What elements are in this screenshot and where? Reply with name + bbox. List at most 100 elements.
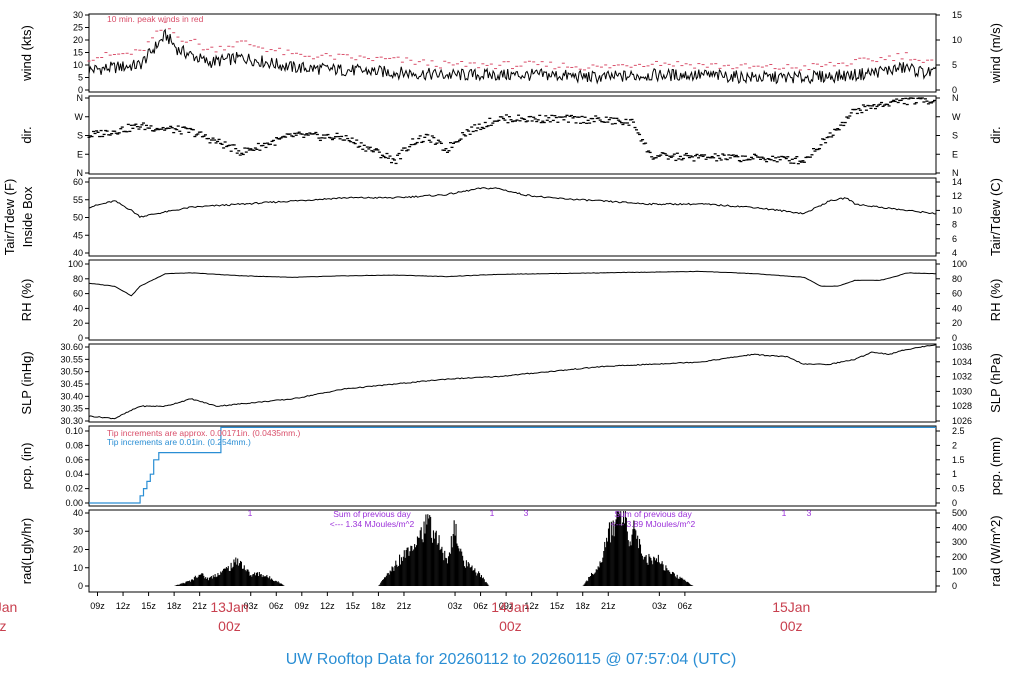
y-tick-label: 0.04 — [65, 469, 83, 479]
y-axis-label-right: SLP (hPa) — [988, 353, 1003, 413]
peak-wind-note: 10 min. peak winds in red — [107, 14, 204, 24]
y-tick-label: 30.60 — [60, 342, 83, 352]
y-tick-label: 25 — [73, 23, 83, 33]
panel-4: 30.60 30.55 30.50 30.45 30.40 30.35 30.30 1036 1… — [19, 342, 1003, 426]
day-marker: 1 — [782, 508, 787, 518]
day-label-date: 13Jan — [210, 599, 248, 615]
y-tick-label: 45 — [73, 230, 83, 240]
y-tick-label-right: 0 — [952, 498, 957, 508]
y-tick-label: W — [75, 112, 84, 122]
day-sum-title: Sum of previous day — [614, 509, 692, 519]
y-tick-label-right: W — [952, 112, 961, 122]
y-tick-label: 30 — [73, 526, 83, 536]
y-tick-label: 0.08 — [65, 440, 83, 450]
panel-frame — [88, 509, 937, 593]
y-tick-label: 5 — [78, 73, 83, 83]
y-axis-label: dir. — [19, 126, 34, 143]
x-tick-label: 09z — [295, 601, 310, 611]
x-tick-label: 15z — [346, 601, 361, 611]
panel-0: 30 25 20 15 10 5 0 15 10 5 0 wind (kts) wind (m/s) 10… — [19, 10, 1003, 95]
y-tick-label-right: 1032 — [952, 372, 972, 382]
panel-frame — [88, 177, 937, 257]
x-tick-label: 09z — [499, 601, 514, 611]
x-tick-label: 18z — [167, 601, 182, 611]
y-tick-label-right: 10 — [952, 35, 962, 45]
y-tick-label: 0.10 — [65, 426, 83, 436]
precip-line — [89, 426, 936, 504]
y-tick-label-right: 500 — [952, 508, 967, 518]
day-label-hour: 00z — [218, 618, 241, 634]
y-tick-label: 100 — [68, 259, 83, 269]
y-tick-label: 30.40 — [60, 391, 83, 401]
y-tick-label: E — [77, 149, 83, 159]
x-tick-label: 12z — [320, 601, 335, 611]
y-tick-label-right: 5 — [952, 60, 957, 70]
panel-5: 0.10 0.08 0.06 0.04 0.02 0.00 2.5 2 1.5 1 0.5 0 pcp.… — [19, 425, 1003, 508]
y-tick-label-right: N — [952, 168, 959, 178]
day-marker: 3 — [807, 508, 812, 518]
y-tick-label: 40 — [73, 508, 83, 518]
series-line-3 — [88, 270, 937, 297]
y-tick-label: 10 — [73, 60, 83, 70]
y-axis-label-right: Tair/Tdew (C) — [988, 178, 1003, 256]
y-tick-label-right: 1030 — [952, 386, 972, 396]
day-label-date: 14Jan — [491, 599, 529, 615]
y-tick-label: S — [77, 131, 83, 141]
y-tick-label-right: 0 — [952, 581, 957, 591]
y-tick-label: 15 — [73, 48, 83, 58]
y-tick-label: 0.06 — [65, 455, 83, 465]
y-tick-label: 20 — [73, 545, 83, 555]
y-tick-label-right: 100 — [952, 259, 967, 269]
tip-note: Tip increments are 0.01in. (0.254mm.) — [107, 437, 251, 447]
tip-note-approx: Tip increments are approx. 0.00171in. (0… — [107, 428, 301, 438]
y-tick-label-right: 6 — [952, 234, 957, 244]
y-tick-label: 60 — [73, 177, 83, 187]
x-tick-label: 03z — [652, 601, 667, 611]
y-tick-label-right: 2.5 — [952, 426, 965, 436]
day-sum-value: <--- 3.89 MJoules/m^2 — [611, 519, 696, 529]
y-axis-label: SLP (inHg) — [19, 351, 34, 414]
y-axis-label-right: pcp. (mm) — [988, 437, 1003, 496]
y-tick-label-right: 0 — [952, 333, 957, 343]
day-marker: 1 — [490, 508, 495, 518]
series-line-4 — [88, 344, 937, 420]
y-tick-label-right: 60 — [952, 289, 962, 299]
x-tick-label: 15z — [550, 601, 565, 611]
panel-frame — [88, 259, 937, 341]
y-tick-label: N — [77, 93, 84, 103]
y-tick-label: 0.02 — [65, 484, 83, 494]
y-tick-label: 0 — [78, 333, 83, 343]
y-tick-label: 30.35 — [60, 404, 83, 414]
y-tick-label: 0.00 — [65, 498, 83, 508]
y-axis-label-right: dir. — [988, 126, 1003, 143]
y-tick-label: 55 — [73, 195, 83, 205]
time-axis: 09z 12z 15z 18z 21z 03z 06z 09z 12z 15z 18z 21z 03z 0… — [0, 592, 810, 634]
y-tick-label: 60 — [73, 289, 83, 299]
day-sum-title: Sum of previous day — [333, 509, 411, 519]
y-tick-label-right: 400 — [952, 523, 967, 533]
x-tick-label: 18z — [575, 601, 590, 611]
y-tick-label-right: 1.5 — [952, 455, 965, 465]
y-tick-label-right: 15 — [952, 10, 962, 20]
wind-speed-line — [88, 28, 937, 85]
x-tick-label: 21z — [601, 601, 616, 611]
y-axis-label: Tair/Tdew (F) — [2, 179, 17, 256]
y-axis-label: wind (kts) — [19, 25, 34, 82]
y-axis-label: pcp. (in) — [19, 443, 34, 490]
day-label-hour: 00z — [499, 618, 522, 634]
x-tick-label: 12z — [116, 601, 131, 611]
day-marker: 1 — [248, 508, 253, 518]
series-line-2 — [88, 187, 936, 218]
y-tick-label-right: 1 — [952, 469, 957, 479]
y-tick-label-right: 14 — [952, 177, 962, 187]
y-tick-label-right: 300 — [952, 537, 967, 547]
x-tick-label: 06z — [473, 601, 488, 611]
y-tick-label-right: 10 — [952, 205, 962, 215]
y-tick-label-right: 1036 — [952, 342, 972, 352]
y-tick-label: 10 — [73, 563, 83, 573]
y-tick-label: 40 — [73, 248, 83, 258]
x-tick-label: 12z — [524, 601, 539, 611]
x-tick-label: 15z — [141, 601, 156, 611]
panel-3: 100 80 60 40 20 0 100 80 60 40 20 0 RH (%) RH (%) — [19, 259, 1003, 343]
